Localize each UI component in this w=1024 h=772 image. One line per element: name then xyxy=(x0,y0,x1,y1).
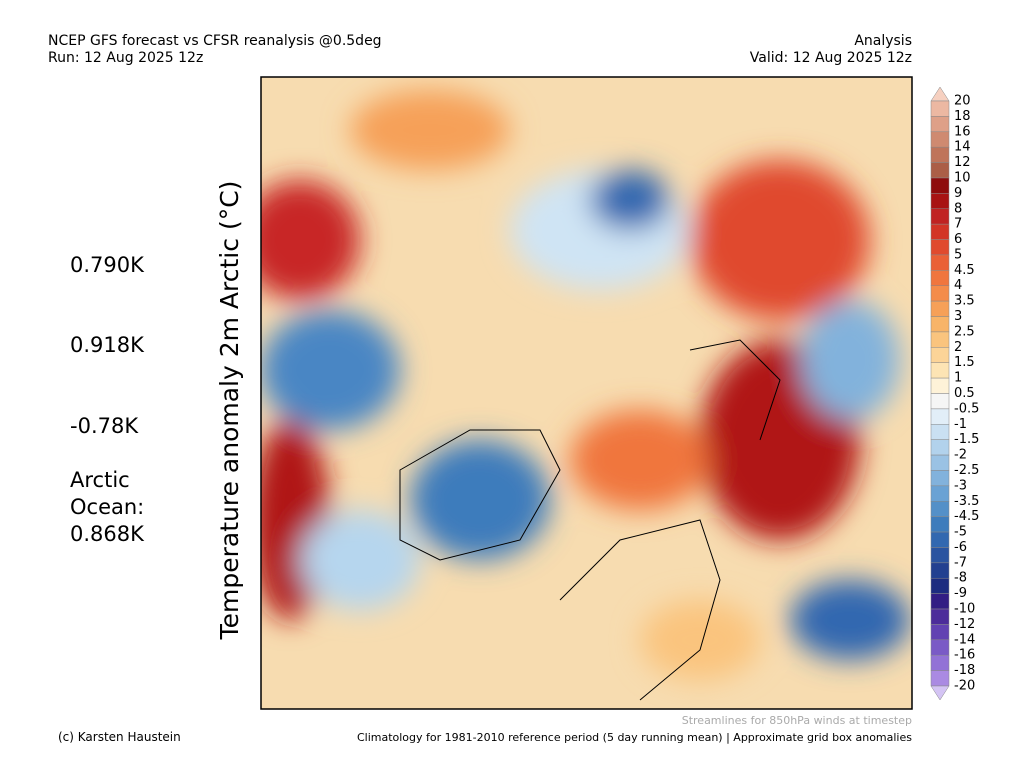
colorbar-segment xyxy=(930,485,950,502)
run: Run: 12 Aug 2025 12z xyxy=(48,50,203,66)
colorbar-segment xyxy=(930,223,950,240)
colorbar-label: 9 xyxy=(954,186,962,201)
colorbar-segment xyxy=(930,470,950,487)
colorbar-segment xyxy=(930,377,950,394)
stat-value: -0.78K xyxy=(70,414,139,438)
colorbar-label: -9 xyxy=(954,586,967,601)
colorbar-label: -16 xyxy=(954,648,975,663)
colorbar-segment xyxy=(930,193,950,210)
colorbar-segment xyxy=(930,254,950,271)
colorbar-segment xyxy=(930,116,950,133)
colorbar-label: -6 xyxy=(954,540,967,555)
colorbar-label: -4.5 xyxy=(954,509,979,524)
colorbar-label: 16 xyxy=(954,124,971,139)
colorbar-label: -10 xyxy=(954,602,975,617)
stat-label: Arctic Ocean: xyxy=(70,468,144,519)
colorbar-label: -2 xyxy=(954,448,967,463)
colorbar-segment xyxy=(930,100,950,117)
colorbar-label: 7 xyxy=(954,217,962,232)
valid: Valid: 12 Aug 2025 12z xyxy=(750,50,912,66)
colorbar-segment xyxy=(930,608,950,625)
colorbar-label: 2.5 xyxy=(954,324,975,339)
streamline-note: Streamlines for 850hPa winds at timestep xyxy=(682,714,912,727)
colorbar-arrow xyxy=(930,685,950,701)
colorbar-segment xyxy=(930,347,950,363)
colorbar-segment xyxy=(930,439,950,456)
colorbar-segment xyxy=(930,562,950,579)
stat-value: 0.790K xyxy=(70,253,145,277)
colorbar-label: -0.5 xyxy=(954,401,979,416)
colorbar-label: -1 xyxy=(954,417,967,432)
colorbar-segment xyxy=(930,454,950,471)
colorbar-segment xyxy=(930,516,950,533)
side-title: Temperature anomaly 2m Arctic (°C) xyxy=(215,181,244,641)
colorbar-label: -1.5 xyxy=(954,432,979,447)
colorbar-segment xyxy=(930,208,950,225)
colorbar-label: -20 xyxy=(954,679,975,694)
colorbar-segment xyxy=(930,577,950,594)
colorbar-label: 3.5 xyxy=(954,294,975,309)
colorbar-segment xyxy=(930,424,950,440)
colorbar-arrow xyxy=(930,86,950,102)
colorbar-label: -3 xyxy=(954,478,967,493)
colorbar-segment xyxy=(930,285,950,302)
colorbar-segment xyxy=(930,547,950,564)
colorbar-label: -8 xyxy=(954,571,967,586)
colorbar-segment xyxy=(930,362,950,379)
map xyxy=(260,76,913,710)
colorbar-segment xyxy=(930,501,950,517)
stat-value: 0.918K xyxy=(70,333,145,357)
colorbar-label: 5 xyxy=(954,247,962,262)
colorbar-segment xyxy=(930,162,950,179)
colorbar-segment xyxy=(930,393,950,410)
colorbar-label: 2 xyxy=(954,340,962,355)
colorbar-label: 12 xyxy=(954,155,971,170)
colorbar-label: -7 xyxy=(954,555,967,570)
colorbar-label: 20 xyxy=(954,94,971,109)
colorbar-label: 3 xyxy=(954,309,962,324)
colorbar-label: 8 xyxy=(954,201,962,216)
colorbar-segment xyxy=(930,131,950,148)
colorbar-label: -5 xyxy=(954,525,967,540)
colorbar-segment xyxy=(930,239,950,256)
colorbar-label: -3.5 xyxy=(954,494,979,509)
colorbar-segment xyxy=(930,270,950,286)
colorbar-segment xyxy=(930,531,950,548)
kind: Analysis xyxy=(854,33,912,49)
colorbar-label: 1.5 xyxy=(954,355,975,370)
colorbar-segment xyxy=(930,624,950,641)
climatology-note: Climatology for 1981-2010 reference peri… xyxy=(357,731,912,744)
colorbar-label: -14 xyxy=(954,632,975,647)
title: NCEP GFS forecast vs CFSR reanalysis @0.… xyxy=(48,33,382,49)
colorbar-label: -18 xyxy=(954,663,975,678)
credit: (c) Karsten Haustein xyxy=(58,730,181,744)
colorbar-label: 1 xyxy=(954,371,962,386)
colorbar-label: 18 xyxy=(954,109,971,124)
colorbar-segment xyxy=(930,639,950,656)
colorbar-segment xyxy=(930,300,950,317)
colorbar-label: 4.5 xyxy=(954,263,975,278)
colorbar-label: -2.5 xyxy=(954,463,979,478)
colorbar-label: 6 xyxy=(954,232,962,247)
colorbar-segment xyxy=(930,331,950,348)
colorbar-label: 14 xyxy=(954,140,971,155)
colorbar-label: 4 xyxy=(954,278,962,293)
colorbar-label: -12 xyxy=(954,617,975,632)
colorbar-segment xyxy=(930,146,950,163)
colorbar-segment xyxy=(930,316,950,333)
colorbar-segment xyxy=(930,177,950,194)
colorbar-segment xyxy=(930,593,950,610)
colorbar-label: 0.5 xyxy=(954,386,975,401)
colorbar-label: 10 xyxy=(954,170,971,185)
stat-value: 0.868K xyxy=(70,522,145,546)
colorbar-segment xyxy=(930,408,950,425)
colorbar-segment xyxy=(930,654,950,671)
colorbar-segment xyxy=(930,670,950,687)
